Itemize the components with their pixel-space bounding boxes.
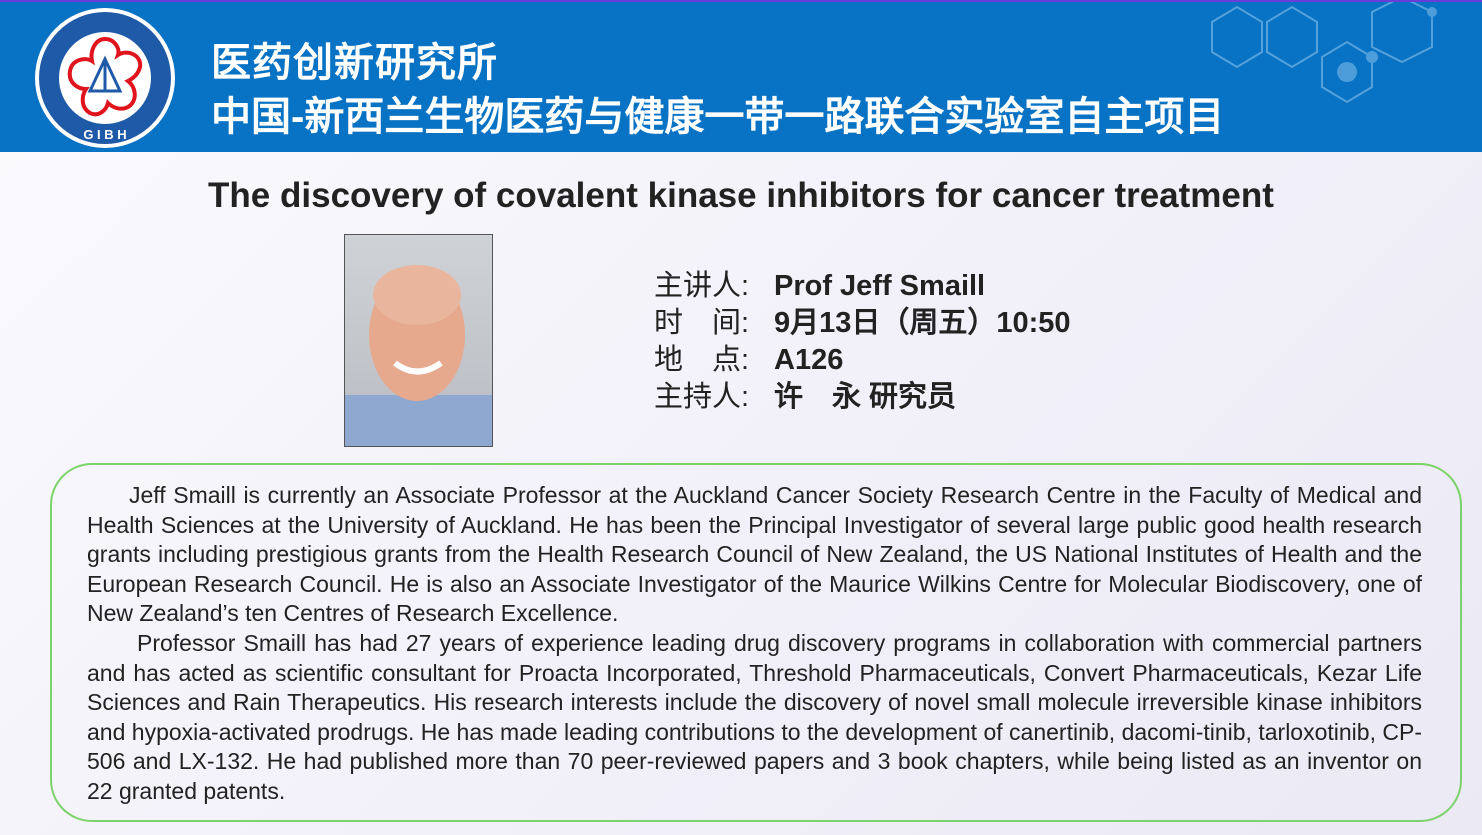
bio-paragraph-1: Jeff Smaill is currently an Associate Pr… — [87, 482, 1422, 627]
info-host: 主持人: 许 永 研究员 — [654, 381, 957, 413]
header-line1: 医药创新研究所 — [211, 41, 498, 85]
talk-info: 主讲人: Prof Jeff Smaill 时 间: 9月13日（周五）10:50 … — [654, 268, 1071, 416]
info-location: 地 点: A126 — [654, 344, 844, 376]
speaker-portrait — [345, 265, 492, 446]
bio-paragraph-2: Professor Smaill has had 27 years of exp… — [87, 630, 1422, 804]
talk-title: The discovery of covalent kinase inhibit… — [208, 176, 1274, 215]
hexagon-decoration — [1211, 2, 1437, 104]
speaker-photo — [344, 234, 493, 447]
info-speaker: 主讲人: Prof Jeff Smaill — [654, 270, 986, 302]
speaker-bio-box: Jeff Smaill is currently an Associate Pr… — [50, 463, 1462, 822]
header-line2: 中国-新西兰生物医药与健康一带一路联合实验室自主项目 — [211, 95, 1225, 139]
header-banner: G I B H 医药创新研究所 中国-新西兰生物医药与健康一带一路联合实验室自主… — [0, 0, 1482, 152]
svg-text:G I B H: G I B H — [83, 127, 126, 142]
gibh-logo: G I B H — [35, 8, 175, 148]
info-time: 时 间: 9月13日（周五）10:50 — [654, 307, 1071, 339]
